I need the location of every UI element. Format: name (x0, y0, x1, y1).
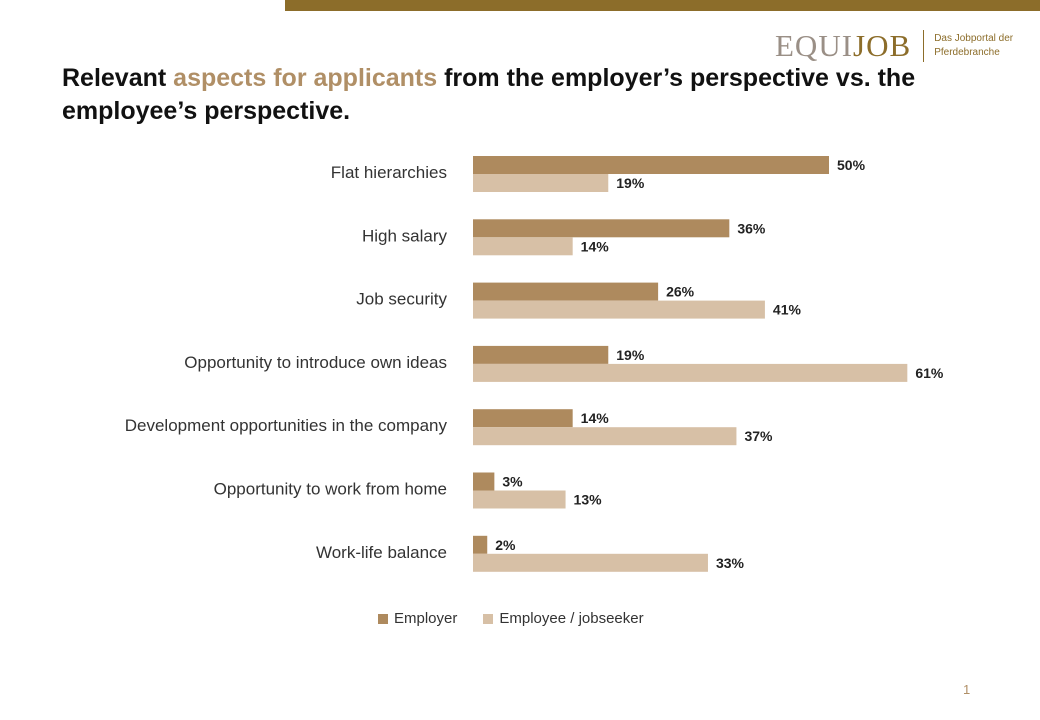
data-label: 13% (574, 492, 603, 508)
category-label: Opportunity to work from home (214, 480, 447, 499)
category-label: Flat hierarchies (331, 163, 447, 182)
equijob-logo: EQUIJOB Das Jobportal der Pferdebranche (775, 26, 1034, 66)
legend-label-employer: Employer (394, 610, 458, 627)
bar-employee (473, 490, 566, 509)
category-label: High salary (362, 226, 448, 245)
data-label: 26% (666, 284, 695, 300)
logo-divider (923, 30, 925, 62)
category-label: Job security (356, 290, 447, 309)
slide-title: Relevant aspects for applicants from the… (62, 62, 962, 128)
logo-wordmark-equi: EQUI (775, 28, 854, 63)
bar-employer (473, 282, 659, 301)
category-label: Work-life balance (316, 543, 447, 562)
data-label: 36% (737, 220, 766, 236)
data-label: 50% (837, 157, 866, 173)
data-label: 37% (744, 428, 773, 444)
data-label: 14% (581, 238, 610, 254)
bar-employee (473, 553, 708, 572)
chart-legend: Employer Employee / jobseeker (378, 610, 670, 627)
logo-wordmark: EQUIJOB (775, 28, 911, 64)
data-label: 33% (716, 555, 745, 571)
page-number: 1 (963, 682, 971, 697)
legend-item-employee: Employee / jobseeker (483, 610, 644, 627)
logo-tagline: Das Jobportal der Pferdebranche (934, 33, 1014, 58)
data-label: 19% (616, 175, 645, 191)
bar-employee (473, 300, 765, 319)
bar-employer (473, 156, 829, 174)
data-label: 41% (773, 302, 802, 318)
bar-employer (473, 472, 495, 491)
data-label: 14% (581, 410, 610, 426)
bar-employer (473, 219, 730, 238)
data-label: 3% (502, 474, 523, 490)
bar-employer (473, 535, 488, 554)
bar-employer (473, 345, 609, 364)
bar-employee (473, 237, 573, 256)
data-label: 2% (495, 537, 516, 553)
bar-employee (473, 174, 609, 192)
legend-swatch-employer (378, 613, 388, 624)
top-accent-bar (285, 0, 1040, 11)
data-label: 61% (915, 365, 944, 381)
title-accent: aspects for applicants (173, 64, 438, 92)
title-part1: Relevant (62, 64, 174, 92)
bar-employee (473, 427, 737, 446)
legend-swatch-employee (483, 613, 494, 624)
logo-wordmark-job: JOB (853, 28, 912, 63)
bar-employee (473, 363, 908, 382)
bar-chart: Flat hierarchies 50% 19% High salary 36% 14% J… (125, 156, 944, 572)
bar-employer (473, 409, 573, 428)
legend-item-employer: Employer (378, 610, 457, 627)
title-part2: from the employer’s perspective vs. the … (62, 64, 916, 125)
category-label: Opportunity to introduce own ideas (184, 353, 447, 372)
data-label: 19% (616, 347, 645, 363)
category-label: Development opportunities in the company (125, 416, 448, 435)
legend-label-employee: Employee / jobseeker (499, 610, 644, 627)
